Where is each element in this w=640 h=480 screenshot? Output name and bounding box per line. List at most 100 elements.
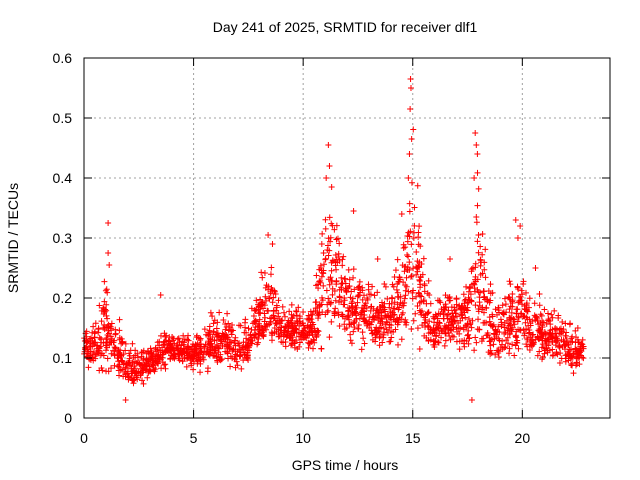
data-point [446, 333, 453, 340]
data-point [201, 326, 208, 333]
data-point [566, 347, 573, 354]
data-point [371, 292, 378, 299]
data-point [526, 295, 533, 302]
data-point [394, 256, 401, 263]
data-point [531, 300, 538, 307]
data-point [410, 235, 417, 241]
data-point [346, 321, 353, 328]
data-point [447, 336, 454, 343]
data-point [333, 256, 340, 263]
data-point [532, 336, 539, 343]
data-point [301, 325, 308, 332]
data-point [209, 313, 216, 320]
data-point [153, 359, 160, 366]
data-point [402, 287, 409, 294]
data-point [108, 350, 115, 357]
data-point [327, 238, 334, 245]
data-point [268, 329, 275, 336]
data-point [206, 351, 213, 358]
data-point [436, 297, 443, 304]
data-point [401, 268, 408, 275]
data-point [354, 299, 361, 306]
data-point [522, 319, 529, 326]
data-point [502, 329, 509, 336]
data-point [289, 322, 296, 329]
data-point [411, 204, 418, 211]
data-point [259, 274, 266, 281]
data-point [383, 318, 390, 325]
data-point [197, 369, 204, 376]
data-point [342, 275, 349, 282]
data-point [244, 352, 251, 359]
data-point [157, 332, 164, 339]
data-point [104, 315, 111, 322]
data-point [473, 219, 480, 226]
data-point [248, 340, 255, 347]
data-point [141, 361, 148, 368]
data-point [268, 264, 275, 271]
data-point [495, 354, 502, 361]
data-point [450, 326, 457, 333]
data-point [532, 265, 539, 271]
data-point [402, 244, 409, 251]
data-point [293, 308, 300, 315]
data-point [580, 345, 587, 352]
data-point [539, 318, 546, 325]
x-axis-label: GPS time / hours [292, 457, 399, 473]
data-point [176, 350, 183, 357]
data-point [359, 296, 366, 303]
data-point [524, 316, 531, 323]
data-point [101, 278, 108, 285]
data-point [559, 318, 566, 325]
data-point [512, 342, 519, 349]
data-point [358, 309, 365, 316]
data-point [482, 274, 489, 281]
data-point [185, 344, 192, 351]
data-point [499, 302, 506, 309]
data-point [573, 359, 580, 366]
data-point [263, 282, 270, 289]
data-point [480, 335, 487, 342]
data-point [415, 241, 422, 248]
data-point [514, 284, 521, 291]
data-point [555, 312, 562, 319]
data-point [296, 339, 303, 346]
data-point [480, 309, 487, 316]
data-point [470, 280, 477, 287]
data-point [107, 333, 114, 340]
data-point [413, 293, 420, 300]
data-point [501, 295, 508, 302]
data-point [326, 334, 333, 341]
data-point [474, 151, 481, 157]
data-point [100, 324, 107, 331]
data-point [436, 320, 443, 327]
data-point [92, 355, 99, 362]
data-point [102, 347, 109, 354]
data-point [388, 294, 395, 301]
data-point [325, 295, 332, 302]
data-point [557, 331, 564, 338]
data-point [96, 302, 103, 309]
data-point [333, 222, 340, 229]
data-point [212, 344, 219, 351]
data-point [556, 326, 563, 333]
data-point [323, 287, 330, 294]
data-point [549, 314, 556, 321]
data-point [273, 320, 280, 327]
data-point [368, 319, 375, 326]
data-point [398, 336, 405, 343]
data-point [484, 331, 491, 338]
data-point [414, 302, 421, 309]
data-point [494, 347, 501, 354]
data-point [328, 184, 335, 190]
data-point [425, 309, 432, 316]
data-point [513, 339, 520, 346]
data-point [420, 312, 427, 319]
data-point [515, 299, 522, 306]
data-point [255, 335, 262, 342]
data-point [338, 284, 345, 291]
data-point [237, 352, 244, 359]
data-point [100, 352, 107, 359]
data-point [163, 348, 170, 355]
data-point [339, 262, 346, 269]
